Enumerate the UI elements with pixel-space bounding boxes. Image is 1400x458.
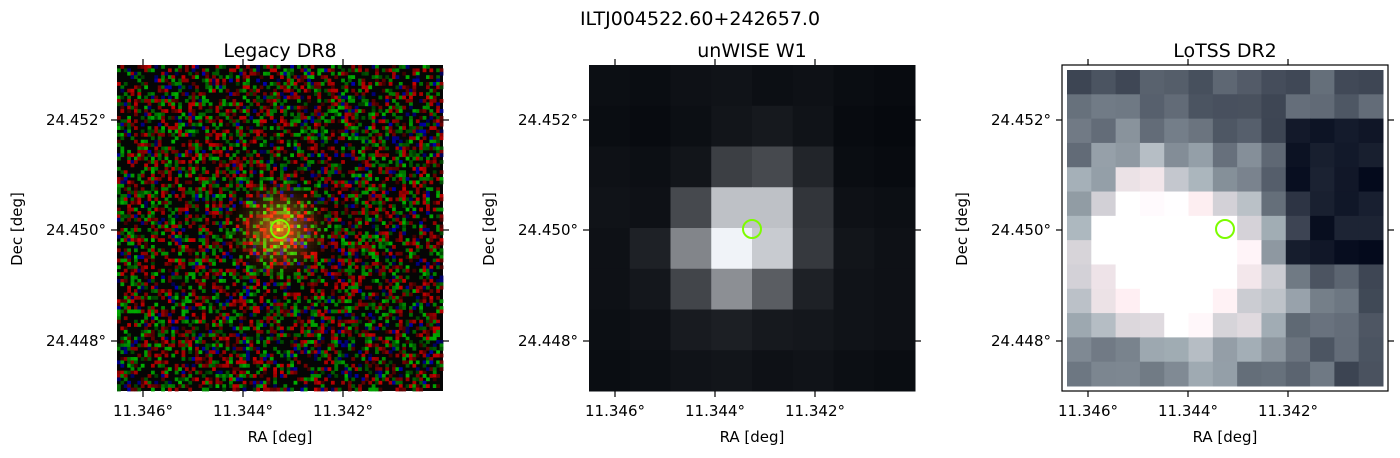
- target-marker: [270, 219, 290, 239]
- tick-label-x-2: 11.342°: [785, 402, 845, 420]
- tick-label-x-0: 11.346°: [113, 402, 173, 420]
- panel-ticks: [1056, 59, 1394, 397]
- tick-label-y-0: 24.452°: [46, 111, 106, 129]
- tick-label-y-2: 24.448°: [518, 332, 578, 350]
- figure-title: ILTJ004522.60+242657.0: [579, 8, 821, 30]
- panel-unwise-w1: unWISE W1 11.346° 11.344° 11.342° 24.452…: [480, 40, 921, 446]
- tick-label-x-2: 11.342°: [313, 402, 373, 420]
- panel-title: unWISE W1: [697, 40, 806, 62]
- tick-label-y-2: 24.448°: [46, 332, 106, 350]
- tick-label-y-1: 24.450°: [991, 221, 1051, 239]
- panel-image: [1061, 64, 1389, 392]
- tick-label-x-1: 11.344°: [213, 402, 273, 420]
- y-axis-label: Dec [deg]: [953, 192, 971, 266]
- panel-title: LoTSS DR2: [1173, 40, 1277, 62]
- tick-label-x-2: 11.342°: [1258, 402, 1318, 420]
- panel-title: Legacy DR8: [223, 40, 336, 62]
- x-axis-label: RA [deg]: [248, 428, 313, 446]
- panel-lotss-dr2: LoTSS DR2 11.346° 11.344° 11.342° 24.452…: [953, 40, 1394, 446]
- tick-label-x-1: 11.344°: [685, 402, 745, 420]
- panel-image: [117, 65, 444, 392]
- tick-label-x-0: 11.346°: [1058, 402, 1118, 420]
- tick-label-y-0: 24.452°: [991, 111, 1051, 129]
- target-marker: [1215, 219, 1235, 239]
- y-axis-label: Dec [deg]: [480, 192, 498, 266]
- tick-label-y-0: 24.452°: [518, 111, 578, 129]
- tick-label-y-1: 24.450°: [518, 221, 578, 239]
- target-marker: [742, 219, 762, 239]
- tick-label-y-2: 24.448°: [991, 332, 1051, 350]
- x-axis-label: RA [deg]: [1193, 428, 1258, 446]
- panel-ticks: [583, 59, 921, 397]
- tick-label-y-1: 24.450°: [46, 221, 106, 239]
- panel-legacy-dr8: Legacy DR8 11.346° 11.344° 11.342° 24.45…: [8, 40, 449, 446]
- x-axis-label: RA [deg]: [720, 428, 785, 446]
- y-axis-label: Dec [deg]: [8, 192, 26, 266]
- tick-label-x-1: 11.344°: [1158, 402, 1218, 420]
- panel-image: [589, 65, 916, 392]
- tick-label-x-0: 11.346°: [585, 402, 645, 420]
- panel-ticks: [111, 59, 449, 397]
